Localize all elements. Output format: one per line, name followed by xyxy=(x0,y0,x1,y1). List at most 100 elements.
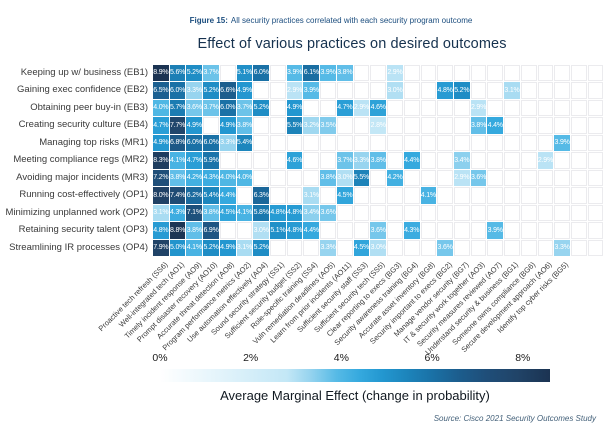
heatmap-cell: 3.6% xyxy=(370,222,387,239)
heatmap-cell xyxy=(520,99,537,117)
heatmap-cell: 7.9% xyxy=(153,239,169,257)
heatmap-cell xyxy=(487,169,504,187)
heatmap-cell xyxy=(554,82,570,99)
heatmap-cell xyxy=(236,187,253,204)
heatmap-cell xyxy=(286,134,303,152)
heatmap-cell: 4.0% xyxy=(219,169,236,187)
legend-tick-label: 4% xyxy=(333,352,349,364)
heatmap-cell xyxy=(420,64,437,82)
heatmap-cell xyxy=(537,99,554,117)
heatmap-cell xyxy=(571,152,587,169)
heatmap-cell: 2.9% xyxy=(387,64,403,82)
heatmap-cell: 6.0% xyxy=(203,134,219,152)
heatmap-cell: 4.5% xyxy=(353,239,370,257)
heatmap-cell xyxy=(336,239,353,257)
heatmap-cell: 3.6% xyxy=(437,239,453,257)
heatmap-cell xyxy=(587,187,604,204)
heatmap-cell xyxy=(420,117,437,134)
legend-tick-label: 2% xyxy=(243,352,259,364)
heatmap-cell xyxy=(571,117,587,134)
heatmap-cell xyxy=(270,134,286,152)
heatmap-cell xyxy=(453,64,470,82)
heatmap-cell xyxy=(470,222,487,239)
heatmap-cell xyxy=(437,99,453,117)
heatmap-cell: 4.3% xyxy=(403,222,420,239)
heatmap-cell xyxy=(387,117,403,134)
heatmap-cell xyxy=(571,64,587,82)
heatmap-cell xyxy=(420,204,437,222)
heatmap-cell: 7.4% xyxy=(169,187,186,204)
heatmap-cell xyxy=(320,99,336,117)
heatmap-cell xyxy=(587,117,604,134)
heatmap-cell xyxy=(336,134,353,152)
heatmap-cell: 3.8% xyxy=(203,204,219,222)
heatmap-cell xyxy=(219,64,236,82)
heatmap-cell xyxy=(387,187,403,204)
heatmap-cell xyxy=(520,169,537,187)
heatmap-cell: 5.6% xyxy=(169,64,186,82)
heatmap-cell: 5.2% xyxy=(203,239,219,257)
heatmap-cell: 4.2% xyxy=(387,169,403,187)
heatmap-cell xyxy=(504,169,520,187)
heatmap-cell xyxy=(520,204,537,222)
y-axis-label: Obtaining peer buy-in (EB3) xyxy=(30,101,148,113)
heatmap-cell xyxy=(253,134,270,152)
heatmap-cell: 5.0% xyxy=(169,239,186,257)
heatmap-cell xyxy=(370,64,387,82)
heatmap-cell xyxy=(520,187,537,204)
heatmap-cell: 4.3% xyxy=(169,204,186,222)
heatmap-cell xyxy=(270,152,286,169)
heatmap-cell xyxy=(537,134,554,152)
heatmap-cell xyxy=(236,222,253,239)
heatmap-cell xyxy=(487,187,504,204)
heatmap-cell: 4.4% xyxy=(487,117,504,134)
heatmap-cell xyxy=(453,99,470,117)
heatmap-cell: 4.8% xyxy=(437,82,453,99)
heatmap-cell: 4.0% xyxy=(153,99,169,117)
heatmap-cell xyxy=(504,204,520,222)
heatmap-cell: 5.2% xyxy=(203,82,219,99)
heatmap-cell: 3.6% xyxy=(470,169,487,187)
heatmap-cell xyxy=(504,117,520,134)
heatmap-cell xyxy=(470,82,487,99)
figure-caption-text: All security practices correlated with e… xyxy=(230,16,473,25)
heatmap-cell xyxy=(387,99,403,117)
legend-gradient-bar xyxy=(160,369,550,382)
heatmap-cell: 8.0% xyxy=(153,187,169,204)
heatmap-cell xyxy=(303,169,320,187)
heatmap-cell xyxy=(270,239,286,257)
heatmap-cell xyxy=(571,99,587,117)
heatmap-cell: 5.8% xyxy=(253,204,270,222)
heatmap-cell xyxy=(554,222,570,239)
heatmap-cell: 3.1% xyxy=(303,187,320,204)
heatmap-cell xyxy=(504,222,520,239)
heatmap-cell xyxy=(437,204,453,222)
heatmap-cell: 3.4% xyxy=(453,152,470,169)
heatmap-cell: 6.2% xyxy=(186,187,203,204)
heatmap-cell xyxy=(387,152,403,169)
heatmap-cell: 4.0% xyxy=(236,169,253,187)
heatmap-cell xyxy=(520,152,537,169)
heatmap-cell xyxy=(487,239,504,257)
heatmap-cell xyxy=(504,187,520,204)
heatmap-cell: 5.1% xyxy=(236,64,253,82)
heatmap-cell: 4.9% xyxy=(219,239,236,257)
heatmap-cell: 3.9% xyxy=(320,64,336,82)
heatmap-cell xyxy=(420,152,437,169)
heatmap-cell xyxy=(537,64,554,82)
heatmap-cell xyxy=(504,64,520,82)
y-axis-label: Running cost-effectively (OP1) xyxy=(19,189,148,201)
heatmap-cell xyxy=(286,187,303,204)
heatmap-cell: 5.2% xyxy=(453,82,470,99)
heatmap-cell xyxy=(453,222,470,239)
heatmap-cell xyxy=(554,187,570,204)
heatmap-cell: 5.4% xyxy=(236,134,253,152)
heatmap-cell xyxy=(437,169,453,187)
heatmap-cell: 3.0% xyxy=(387,82,403,99)
heatmap-cell: 4.1% xyxy=(186,239,203,257)
heatmap-cell xyxy=(487,152,504,169)
heatmap-cell: 4.7% xyxy=(336,99,353,117)
heatmap-cell xyxy=(270,82,286,99)
heatmap-cell xyxy=(253,152,270,169)
